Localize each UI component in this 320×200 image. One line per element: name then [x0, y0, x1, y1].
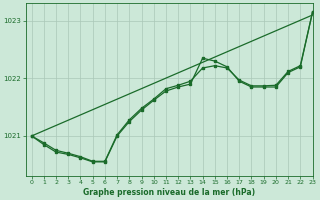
X-axis label: Graphe pression niveau de la mer (hPa): Graphe pression niveau de la mer (hPa) [83, 188, 255, 197]
